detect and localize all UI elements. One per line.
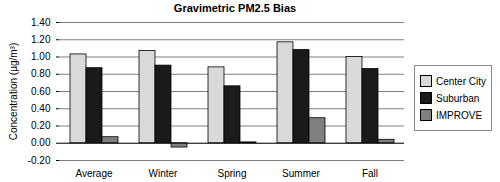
html-text:Center City: Center City bbox=[436, 75, 486, 87]
html-text:Suburban: Suburban bbox=[436, 92, 480, 104]
html-text:Gravimetric PM2.5 Bias: Gravimetric PM2.5 Bias bbox=[173, 2, 297, 14]
svg-text:0.40: 0.40 bbox=[31, 103, 51, 114]
svg-text:0.80: 0.80 bbox=[31, 68, 51, 79]
svg-text:1.20: 1.20 bbox=[31, 34, 51, 45]
svg-text:Winter: Winter bbox=[149, 168, 179, 179]
svg-text:Average: Average bbox=[75, 168, 113, 179]
html-text:IMPROVE: IMPROVE bbox=[436, 109, 483, 121]
svg-text:1.00: 1.00 bbox=[31, 51, 51, 62]
svg-text:Summer: Summer bbox=[282, 168, 320, 179]
svg-text:Concentration (µg/m³): Concentration (µg/m³) bbox=[8, 43, 19, 140]
svg-text:1.40: 1.40 bbox=[31, 17, 51, 28]
svg-text:Fall: Fall bbox=[362, 168, 378, 179]
svg-text:0.00: 0.00 bbox=[31, 137, 51, 148]
svg-text:0.20: 0.20 bbox=[31, 120, 51, 131]
svg-text:-0.20: -0.20 bbox=[28, 155, 51, 166]
svg-text:0.60: 0.60 bbox=[31, 86, 51, 97]
svg-text:Spring: Spring bbox=[218, 168, 247, 179]
